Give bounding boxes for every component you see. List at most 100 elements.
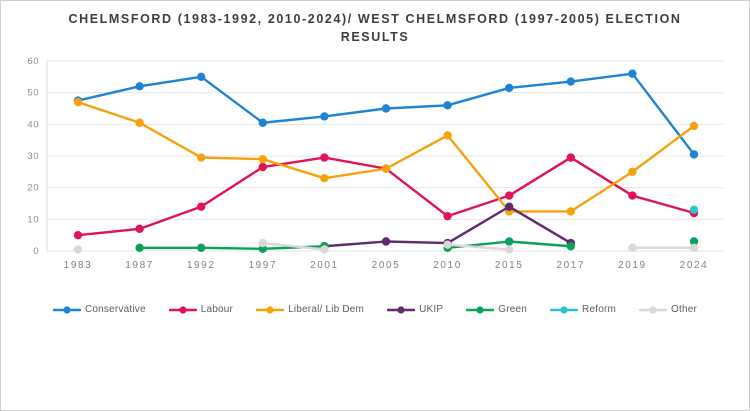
- series-line-conservative: [76, 72, 696, 156]
- data-point-other-1997: [258, 238, 267, 248]
- x-axis-tick-label-2019: 2019: [618, 260, 647, 271]
- data-point-green-1992: [197, 243, 206, 253]
- data-point-labour-2001: [320, 153, 329, 162]
- data-point-labour-1992: [197, 202, 206, 211]
- data-point-liberal-lib-dem-1997: [258, 154, 267, 164]
- data-point-reform-2024: [689, 205, 699, 215]
- data-point-labour-2015: [505, 191, 514, 200]
- election-line-chart: 0 10 20 30 40 50 60 1983 1987 1992 1997 2001 2005 201…: [27, 56, 723, 271]
- chart-title: CHELMSFORD (1983-1992, 2010-2024)/ WEST …: [1, 10, 749, 46]
- legend-label-ukip: UKIP: [419, 304, 444, 315]
- y-axis-tick-label: 40: [27, 119, 39, 130]
- legend-dot: [560, 305, 568, 314]
- x-axis-tick-label-2015: 2015: [495, 260, 524, 271]
- data-point-liberal-lib-dem-2010: [443, 131, 452, 140]
- data-point-other-2019: [628, 243, 637, 253]
- legend-dot: [63, 305, 71, 314]
- data-point-liberal-lib-dem-2005: [381, 164, 391, 173]
- data-point-liberal-lib-dem-1992: [197, 153, 206, 162]
- legend-dot: [266, 305, 274, 314]
- legend-marker-green-icon: [466, 305, 495, 314]
- data-point-labour-1997: [258, 162, 267, 172]
- data-point-ukip-2015: [505, 202, 514, 211]
- data-point-liberal-lib-dem-1983: [73, 97, 83, 107]
- data-point-conservative-2015: [505, 83, 514, 93]
- data-point-labour-1987: [135, 224, 144, 234]
- data-point-green-2024: [689, 237, 699, 246]
- legend-label-other: Other: [671, 304, 698, 315]
- data-point-liberal-lib-dem-2001: [320, 173, 329, 183]
- legend-dot: [179, 305, 187, 314]
- data-point-conservative-2010: [443, 101, 452, 110]
- legend-item-labour: Labour: [168, 304, 234, 315]
- y-axis-tick-label: 20: [27, 183, 39, 194]
- data-point-other-2001: [320, 245, 329, 254]
- data-point-green-1987: [135, 243, 144, 253]
- legend-item-other: Other: [639, 304, 697, 315]
- data-point-liberal-lib-dem-1987: [135, 118, 144, 127]
- legend-item-reform: Reform: [550, 304, 616, 315]
- data-point-liberal-lib-dem-2024: [689, 121, 699, 131]
- x-axis-tick-label-2017: 2017: [556, 260, 585, 271]
- x-axis-tick-label-2001: 2001: [310, 260, 339, 271]
- legend-marker-other-icon: [639, 305, 668, 314]
- series-conservative: [73, 69, 699, 159]
- legend-marker-labour-icon: [168, 305, 197, 314]
- data-point-labour-1983: [73, 230, 83, 240]
- data-point-labour-2017: [566, 153, 575, 162]
- legend-marker-reform-icon: [550, 305, 579, 314]
- data-point-conservative-1997: [258, 118, 267, 127]
- data-point-liberal-lib-dem-2017: [566, 207, 575, 216]
- legend-marker-liberal-lib-dem-icon: [256, 305, 285, 314]
- chart-legend: Conservative Labour Liberal/ Lib Dem UKIP Gr…: [1, 304, 749, 315]
- y-axis-tick-label: 60: [27, 56, 39, 67]
- x-axis-tick-label-1992: 1992: [187, 260, 216, 271]
- data-point-conservative-1987: [135, 82, 144, 91]
- legend-label-green: Green: [498, 304, 528, 315]
- legend-marker-ukip-icon: [387, 305, 416, 314]
- data-point-other-2015: [505, 245, 514, 254]
- legend-dot: [649, 305, 657, 314]
- data-point-liberal-lib-dem-2019: [628, 167, 637, 177]
- y-axis-tick-label: 0: [33, 246, 39, 257]
- legend-item-green: Green: [466, 304, 527, 315]
- series-line-other: [261, 241, 326, 251]
- data-point-other-1983: [73, 245, 83, 254]
- legend-label-conservative: Conservative: [84, 304, 146, 315]
- data-point-conservative-2005: [381, 104, 391, 113]
- legend-marker-conservative-icon: [52, 305, 81, 314]
- data-point-ukip-2005: [381, 237, 391, 246]
- y-axis-tick-label: 30: [27, 151, 39, 162]
- series-line-other: [446, 243, 511, 251]
- x-axis-tick-label-1987: 1987: [125, 260, 154, 271]
- data-point-other-2024: [689, 243, 699, 253]
- legend-item-ukip: UKIP: [387, 304, 443, 315]
- x-axis-tick-label-1997: 1997: [248, 260, 277, 271]
- series-reform: [689, 205, 699, 215]
- chart-title-line1: CHELMSFORD (1983-1992, 2010-2024)/ WEST …: [68, 12, 682, 26]
- y-axis-tick-label: 10: [27, 214, 39, 225]
- data-point-conservative-2001: [320, 112, 329, 121]
- data-point-green-2015: [505, 237, 514, 246]
- data-point-conservative-2024: [689, 150, 699, 159]
- legend-dot: [397, 305, 405, 314]
- series-liberal-lib-dem: [73, 97, 699, 216]
- x-axis-tick-label-2010: 2010: [433, 260, 462, 271]
- legend-item-conservative: Conservative: [52, 304, 146, 315]
- chart-title-line2: RESULTS: [340, 30, 410, 44]
- series-line-liberal-lib-dem: [76, 100, 696, 213]
- y-axis-tick-label: 50: [27, 88, 39, 99]
- series-other: [73, 238, 699, 254]
- data-point-green-2017: [566, 242, 575, 251]
- data-point-labour-2019: [628, 191, 637, 200]
- legend-label-reform: Reform: [582, 304, 617, 315]
- data-point-other-2010: [443, 240, 452, 249]
- data-point-conservative-1992: [197, 72, 206, 82]
- legend-dot: [476, 305, 484, 314]
- legend-label-labour: Labour: [200, 304, 234, 315]
- legend-item-liberal-lib-dem: Liberal/ Lib Dem: [256, 304, 364, 315]
- legend-label-liberal-lib-dem: Liberal/ Lib Dem: [288, 304, 365, 315]
- data-point-conservative-2019: [628, 69, 637, 78]
- data-point-conservative-2017: [566, 77, 575, 86]
